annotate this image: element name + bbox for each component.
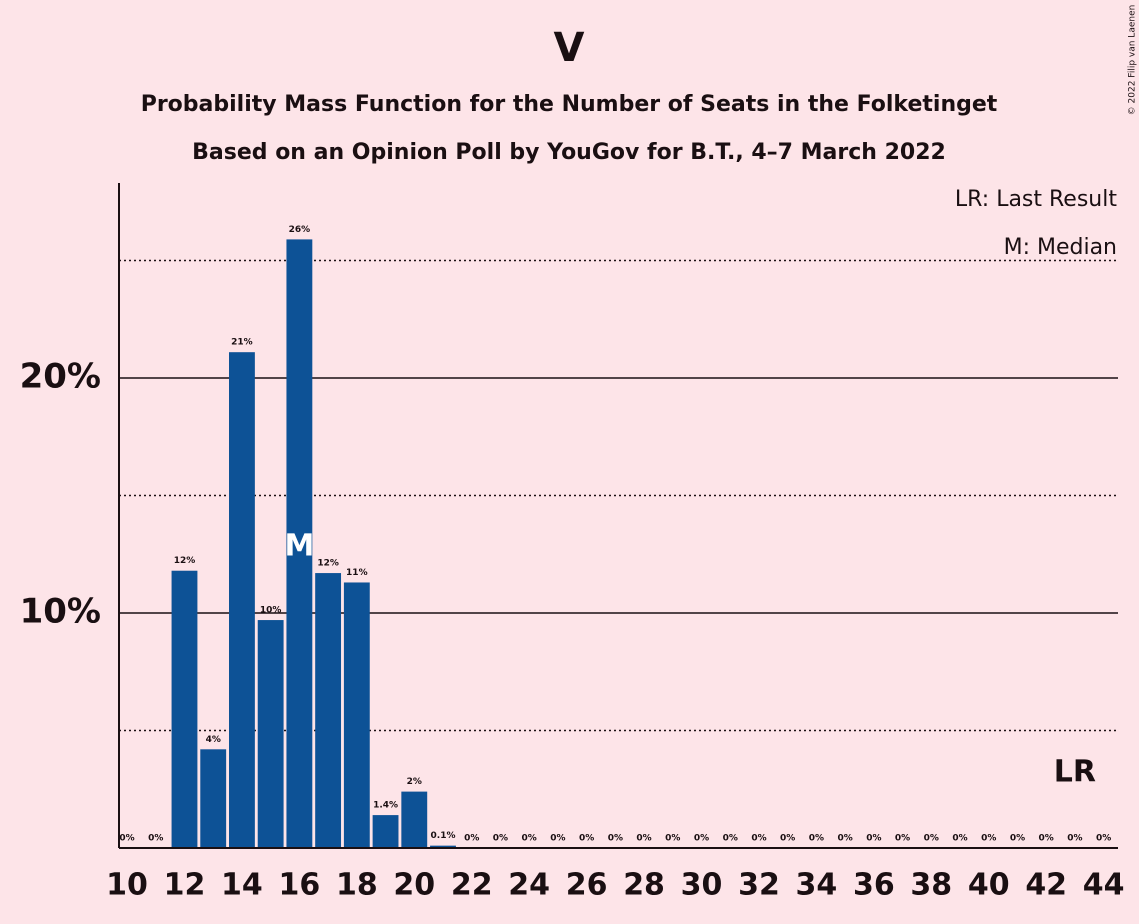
bar: [229, 352, 255, 848]
value-label: 0%: [895, 834, 910, 844]
x-tick-label: 32: [738, 868, 780, 903]
x-tick-label: 44: [1083, 868, 1125, 903]
y-tick-label: 20%: [20, 357, 101, 397]
value-label: 0%: [952, 834, 967, 844]
value-label: 0%: [1010, 834, 1025, 844]
median-marker: M: [284, 529, 314, 564]
legend-entry: LR: Last Result: [955, 187, 1117, 212]
value-label: 0%: [608, 834, 623, 844]
x-tick-label: 10: [106, 868, 148, 903]
bar: [372, 815, 399, 848]
value-label: 0%: [751, 834, 766, 844]
value-label: 0.1%: [431, 831, 456, 841]
value-label: 0%: [119, 834, 134, 844]
value-label: 0%: [1067, 834, 1082, 844]
value-label: 11%: [346, 568, 368, 578]
bar: [286, 239, 313, 849]
value-label: 0%: [694, 834, 709, 844]
value-label: 0%: [579, 834, 594, 844]
value-label: 0%: [464, 834, 479, 844]
x-tick-label: 16: [279, 868, 321, 903]
value-label: 4%: [206, 735, 221, 745]
bar: [343, 582, 370, 848]
value-label: 0%: [1039, 834, 1054, 844]
value-label: 0%: [837, 834, 852, 844]
x-tick-label: 34: [796, 868, 838, 903]
x-tick-label: 40: [968, 868, 1010, 903]
value-label: 0%: [665, 834, 680, 844]
bar: [257, 620, 284, 848]
value-label: 0%: [636, 834, 651, 844]
bar: [430, 845, 456, 848]
value-label: 0%: [550, 834, 565, 844]
bar: [171, 570, 198, 848]
chart-subtitle: Based on an Opinion Poll by YouGov for B…: [192, 140, 946, 165]
value-label: 0%: [924, 834, 939, 844]
x-tick-label: 24: [508, 868, 550, 903]
x-tick-label: 36: [853, 868, 895, 903]
bar: [401, 791, 428, 848]
chart-subtitle: Probability Mass Function for the Number…: [141, 92, 998, 117]
value-label: 2%: [407, 777, 422, 787]
chart-title: V: [554, 25, 585, 71]
x-tick-label: 26: [566, 868, 608, 903]
value-label: 12%: [174, 556, 196, 566]
legend-entry: M: Median: [1004, 235, 1117, 260]
value-label: 0%: [723, 834, 738, 844]
value-label: 0%: [493, 834, 508, 844]
value-label: 26%: [289, 225, 311, 235]
x-tick-label: 14: [221, 868, 263, 903]
value-label: 1.4%: [373, 801, 398, 811]
value-label: 0%: [780, 834, 795, 844]
x-tick-label: 42: [1025, 868, 1067, 903]
x-tick-label: 20: [393, 868, 435, 903]
value-label: 0%: [809, 834, 824, 844]
value-label: 0%: [981, 834, 996, 844]
x-tick-label: 12: [164, 868, 206, 903]
value-label: 0%: [1096, 834, 1111, 844]
x-tick-label: 30: [681, 868, 723, 903]
x-tick-label: 38: [910, 868, 952, 903]
value-label: 0%: [148, 834, 163, 844]
bar: [200, 749, 227, 848]
bar: [315, 573, 342, 848]
x-tick-label: 28: [623, 868, 665, 903]
copyright: © 2022 Filip van Laenen: [1128, 5, 1138, 116]
value-label: 0%: [522, 834, 537, 844]
x-tick-label: 18: [336, 868, 378, 903]
value-label: 21%: [231, 338, 253, 348]
last-result-marker: LR: [1054, 755, 1096, 790]
value-label: 12%: [317, 559, 339, 569]
y-tick-label: 10%: [20, 592, 101, 632]
x-tick-label: 22: [451, 868, 493, 903]
value-label: 10%: [260, 606, 282, 616]
value-label: 0%: [866, 834, 881, 844]
